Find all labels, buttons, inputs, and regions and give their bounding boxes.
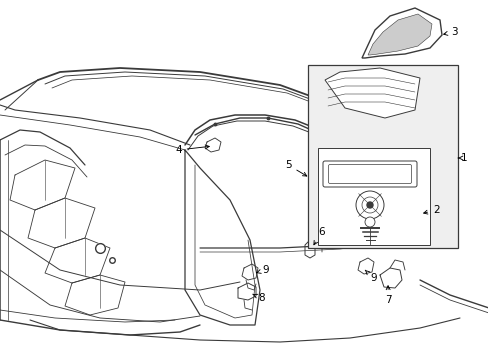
Circle shape (355, 191, 383, 219)
Bar (307, 65, 457, 248)
Circle shape (364, 217, 374, 227)
Circle shape (361, 197, 377, 213)
Text: 3: 3 (443, 27, 457, 37)
Polygon shape (367, 14, 431, 55)
Text: 2: 2 (423, 205, 439, 215)
FancyBboxPatch shape (328, 165, 411, 184)
Text: 4: 4 (175, 145, 209, 155)
Bar (317, 148, 429, 245)
Polygon shape (361, 8, 441, 58)
Circle shape (366, 202, 372, 208)
Text: 7: 7 (384, 286, 391, 305)
Text: 5: 5 (285, 160, 306, 176)
Polygon shape (325, 68, 419, 118)
Text: 6: 6 (313, 227, 324, 245)
Text: 1: 1 (457, 153, 467, 163)
Text: 9: 9 (256, 265, 268, 275)
Text: 8: 8 (252, 293, 264, 303)
Text: 9: 9 (365, 270, 376, 283)
FancyBboxPatch shape (323, 161, 416, 187)
